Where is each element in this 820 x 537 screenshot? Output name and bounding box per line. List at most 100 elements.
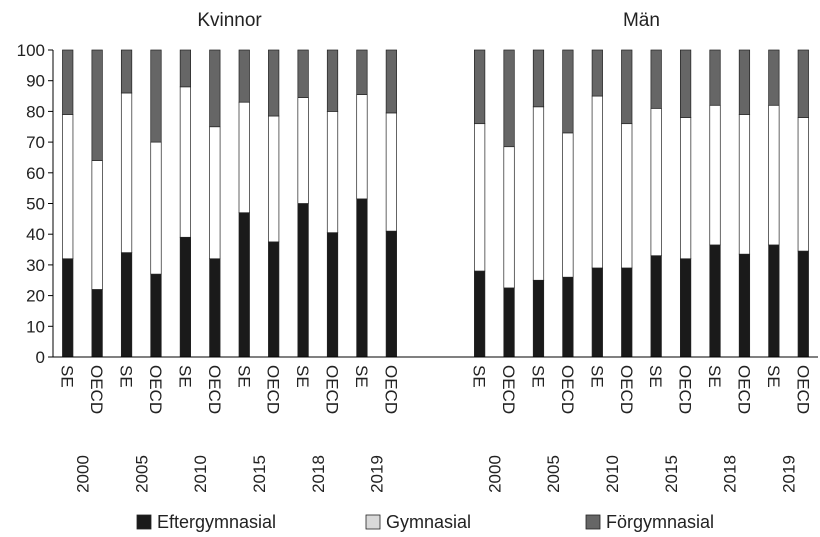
bar-segment	[562, 49, 574, 134]
bar-segment	[768, 49, 780, 106]
bar-segment	[91, 49, 103, 161]
x-year-label: 2019	[368, 455, 387, 493]
bar-segment	[326, 49, 339, 112]
x-bar-label: OECD	[381, 365, 400, 414]
bar-segment	[621, 49, 633, 125]
y-tick-label: 80	[26, 102, 45, 121]
bar-segment	[238, 101, 250, 214]
y-tick-label: 0	[36, 348, 45, 367]
bar-segment	[503, 287, 515, 358]
x-bar-label: OECD	[146, 365, 165, 414]
y-tick-label: 60	[26, 164, 45, 183]
x-year-label: 2010	[603, 455, 622, 493]
bar-segment	[179, 86, 191, 238]
bar-segment	[91, 289, 103, 358]
bar-segment	[297, 97, 309, 204]
y-tick-label: 30	[26, 256, 45, 275]
bar-segment	[356, 198, 368, 358]
bar-segment	[738, 49, 751, 115]
legend-label: Gymnasial	[386, 512, 471, 532]
x-bar-label: OECD	[617, 365, 636, 414]
x-year-label: 2015	[662, 455, 681, 493]
bar-segment	[709, 104, 721, 246]
bar-segment	[385, 112, 397, 232]
bar-segment	[150, 49, 162, 143]
y-tick-label: 10	[26, 317, 45, 336]
bar-segment	[209, 49, 221, 128]
bar-segment	[532, 106, 545, 281]
x-year-label: 2005	[544, 455, 563, 493]
bar-segment	[709, 49, 721, 106]
x-bar-label: OECD	[264, 365, 283, 414]
legend-label: Eftergymnasial	[157, 512, 276, 532]
x-bar-label: SE	[175, 365, 194, 388]
legend-label: Förgymnasial	[606, 512, 714, 532]
bar-segment	[474, 270, 486, 358]
bar-segment	[120, 252, 133, 358]
bar-segment	[591, 267, 603, 358]
x-bar-label: OECD	[558, 365, 577, 414]
bar-segment	[562, 132, 574, 278]
bar-segment	[268, 241, 280, 358]
legend-swatch	[585, 514, 601, 530]
bar-segment	[268, 115, 280, 243]
y-tick-label: 70	[26, 133, 45, 152]
x-bar-label: OECD	[676, 365, 695, 414]
bar-segment	[150, 141, 162, 275]
panel-title: Män	[623, 10, 660, 31]
bar-segment	[209, 258, 221, 358]
bar-segment	[738, 114, 751, 255]
x-year-label: 2000	[485, 455, 504, 493]
bar-segment	[385, 230, 397, 358]
x-bar-label: SE	[293, 365, 312, 388]
bar-segment	[179, 236, 191, 358]
y-tick-label: 90	[26, 72, 45, 91]
x-year-label: 2000	[73, 455, 92, 493]
bar-segment	[591, 95, 603, 269]
y-tick-label: 50	[26, 195, 45, 214]
x-year-label: 2010	[191, 455, 210, 493]
bar-segment	[120, 92, 133, 253]
bar-segment	[503, 49, 515, 148]
bar-segment	[650, 255, 662, 358]
x-bar-label: SE	[234, 365, 253, 388]
bar-segment	[679, 49, 692, 118]
x-bar-label: SE	[764, 365, 783, 388]
bar-segment	[385, 49, 397, 114]
bar-segment	[238, 49, 250, 103]
y-axis: 0 10 20 30 40 50 60 70 80 90 100	[17, 41, 54, 367]
bar-segment	[503, 146, 515, 289]
bar-segment	[474, 49, 486, 125]
bar-segment	[62, 49, 74, 115]
bar-segment	[797, 117, 809, 252]
bar-segment	[591, 49, 603, 97]
x-year-label: 2018	[721, 455, 740, 493]
bar-segment	[768, 104, 780, 246]
bar-segment	[709, 244, 721, 358]
bar-segment	[797, 49, 809, 118]
bar-segment	[650, 107, 662, 257]
x-bar-label: OECD	[87, 365, 106, 414]
bar-segment	[474, 123, 486, 272]
x-bar-label: SE	[470, 365, 489, 388]
y-tick-label: 20	[26, 287, 45, 306]
bar-segment	[532, 279, 545, 358]
x-axis: SE OECD 2000 SE OECD 2005 SE OECD 2010 SE OECD 2015…	[53, 356, 818, 493]
x-bar-label: OECD	[734, 365, 753, 414]
x-bar-label: OECD	[499, 365, 518, 414]
bar-segment	[209, 126, 221, 260]
x-bar-label: SE	[58, 365, 77, 388]
plot-area: Kvinnor Män	[62, 10, 809, 358]
bar-segment	[91, 160, 103, 290]
bar-segment	[356, 49, 368, 95]
x-year-label: 2015	[250, 455, 269, 493]
x-bar-label: SE	[117, 365, 136, 388]
bar-segment	[532, 49, 545, 108]
bar-segment	[768, 244, 780, 358]
bar-segment	[621, 267, 633, 358]
bar-segment	[738, 253, 751, 358]
x-bar-label: SE	[705, 365, 724, 388]
legend-swatch	[365, 514, 381, 530]
bar-segment	[297, 49, 309, 98]
